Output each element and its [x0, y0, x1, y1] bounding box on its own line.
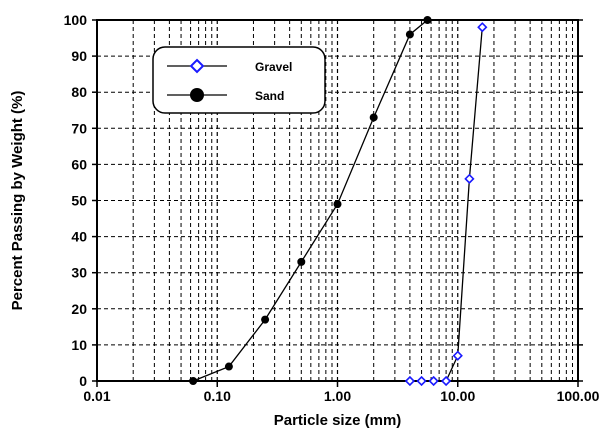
- data-point-sand: [333, 200, 342, 209]
- series-sand: [189, 16, 432, 385]
- x-axis-title: Particle size (mm): [274, 412, 402, 429]
- data-point-gravel: [416, 375, 427, 387]
- data-point-gravel: [452, 350, 463, 361]
- x-tick-label: 100.00: [557, 388, 600, 404]
- x-tick-label: 0.10: [204, 388, 231, 404]
- legend-marker-gravel: [189, 58, 205, 74]
- y-tick-label: 0: [79, 373, 87, 389]
- data-point-gravel: [404, 375, 416, 387]
- y-tick-label: 30: [71, 265, 87, 281]
- y-tick-label: 20: [71, 301, 87, 317]
- data-point-sand: [297, 257, 306, 266]
- data-point-sand: [261, 315, 270, 324]
- axis-ticks: 0 10 20 30 40 50 60 70 80 90 100 0.01 0.10 1.00 10.00 1…: [64, 12, 600, 404]
- data-point-sand: [423, 16, 432, 24]
- legend-box: [152, 46, 326, 114]
- data-point-sand: [189, 377, 198, 385]
- y-tick-label: 80: [71, 84, 87, 100]
- y-tick-label: 60: [71, 156, 87, 172]
- y-tick-label: 90: [71, 48, 87, 64]
- x-tick-label: 1.00: [324, 388, 351, 404]
- legend: Gravel Sand: [152, 46, 326, 114]
- y-tick-label: 100: [64, 12, 88, 28]
- y-axis-title: Percent Passing by Weight (%): [9, 91, 26, 311]
- legend-label-sand: Sand: [255, 89, 284, 103]
- data-point-sand: [405, 30, 414, 39]
- data-point-sand: [369, 113, 378, 122]
- data-point-sand: [224, 362, 233, 371]
- x-tick-label: 0.01: [83, 388, 110, 404]
- data-point-gravel: [428, 375, 439, 387]
- data-point-gravel: [440, 375, 452, 387]
- legend-marker-sand: [190, 88, 204, 102]
- series-line-sand: [192, 19, 428, 382]
- series-layer: [189, 16, 488, 387]
- legend-label-gravel: Gravel: [255, 60, 292, 74]
- y-tick-label: 70: [71, 120, 87, 136]
- series-gravel: [404, 22, 488, 387]
- data-point-gravel: [477, 22, 488, 33]
- data-point-gravel: [464, 173, 475, 184]
- y-tick-label: 10: [71, 337, 87, 353]
- x-tick-label: 10.00: [440, 388, 475, 404]
- y-tick-label: 50: [71, 193, 87, 209]
- y-tick-label: 40: [71, 229, 87, 245]
